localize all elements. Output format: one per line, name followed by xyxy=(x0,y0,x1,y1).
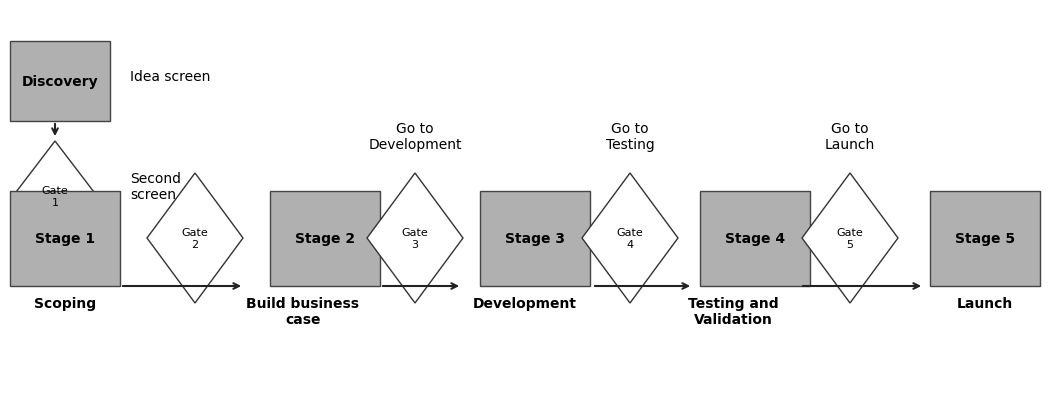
Text: Gate
2: Gate 2 xyxy=(181,228,209,249)
Text: Scoping: Scoping xyxy=(34,296,96,310)
Text: Stage 3: Stage 3 xyxy=(505,232,565,246)
Bar xyxy=(9,42,110,122)
Text: Go to
Testing: Go to Testing xyxy=(606,122,654,152)
Text: Development: Development xyxy=(473,296,577,310)
Text: Go to
Launch: Go to Launch xyxy=(825,122,876,152)
Text: Go to
Development: Go to Development xyxy=(368,122,462,152)
Text: Idea screen: Idea screen xyxy=(130,70,210,84)
Polygon shape xyxy=(367,174,463,303)
Polygon shape xyxy=(802,174,898,303)
Bar xyxy=(701,192,810,286)
Text: Build business
case: Build business case xyxy=(247,296,360,326)
Text: Gate
5: Gate 5 xyxy=(837,228,863,249)
Bar xyxy=(480,192,590,286)
Text: Stage 1: Stage 1 xyxy=(35,232,95,246)
Polygon shape xyxy=(582,174,678,303)
Polygon shape xyxy=(13,142,97,251)
Text: Launch: Launch xyxy=(957,296,1013,310)
Bar xyxy=(9,192,120,286)
Text: Gate
3: Gate 3 xyxy=(402,228,428,249)
Text: Testing and
Validation: Testing and Validation xyxy=(688,296,779,326)
Text: Gate
4: Gate 4 xyxy=(616,228,644,249)
Bar xyxy=(931,192,1040,286)
Text: Stage 2: Stage 2 xyxy=(295,232,356,246)
Polygon shape xyxy=(147,174,243,303)
Text: Discovery: Discovery xyxy=(22,75,98,89)
Bar xyxy=(270,192,380,286)
Text: Gate
1: Gate 1 xyxy=(41,186,69,207)
Text: Stage 5: Stage 5 xyxy=(955,232,1015,246)
Text: Stage 4: Stage 4 xyxy=(725,232,785,246)
Text: Second
screen: Second screen xyxy=(130,172,181,202)
